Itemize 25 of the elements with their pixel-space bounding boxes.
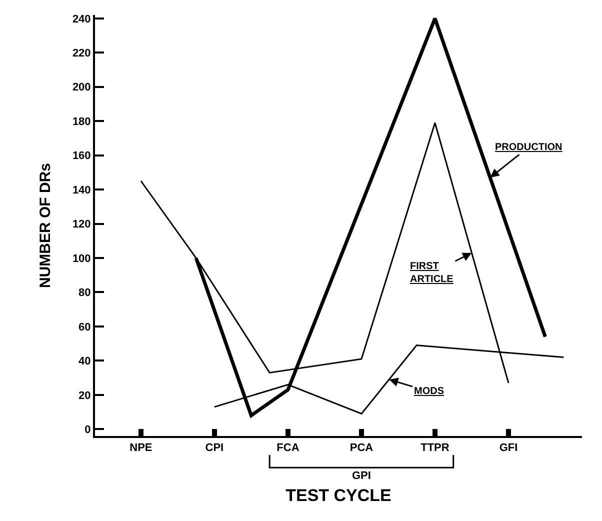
y-tick-label: 120	[72, 218, 91, 231]
y-axis-title: NUMBER OF DRs	[37, 162, 54, 288]
series-label: FIRST ARTICLE	[410, 261, 454, 285]
series-label: PRODUCTION	[495, 142, 562, 153]
x-tick-label: PCA	[350, 442, 374, 454]
y-tick-label: 180	[72, 116, 91, 128]
y-tick-label: 20	[78, 390, 91, 402]
y-tick-label: 200	[72, 82, 91, 94]
y-tick-label: 160	[72, 150, 91, 162]
x-tick-label: CPI	[205, 442, 224, 454]
y-tick-label: 40	[78, 356, 91, 368]
x-tick-label: GFI	[499, 442, 518, 454]
x-tick-label: TTPR	[420, 442, 450, 454]
x-tick-label: FCA	[276, 442, 300, 454]
text: MODS	[414, 386, 444, 397]
y-tick-label: 140	[72, 184, 91, 196]
y-tick-label: 220	[72, 48, 91, 60]
x-tick-label: NPE	[130, 442, 152, 454]
y-tick-label: 60	[78, 321, 91, 334]
text: GPI	[352, 470, 371, 482]
x-axis-title: TEST CYCLE	[286, 486, 392, 506]
y-tick-label: 100	[72, 252, 91, 265]
y-tick-label: 240	[72, 13, 91, 26]
y-tick-label: 80	[78, 287, 91, 300]
y-tick-label: 0	[84, 424, 91, 436]
